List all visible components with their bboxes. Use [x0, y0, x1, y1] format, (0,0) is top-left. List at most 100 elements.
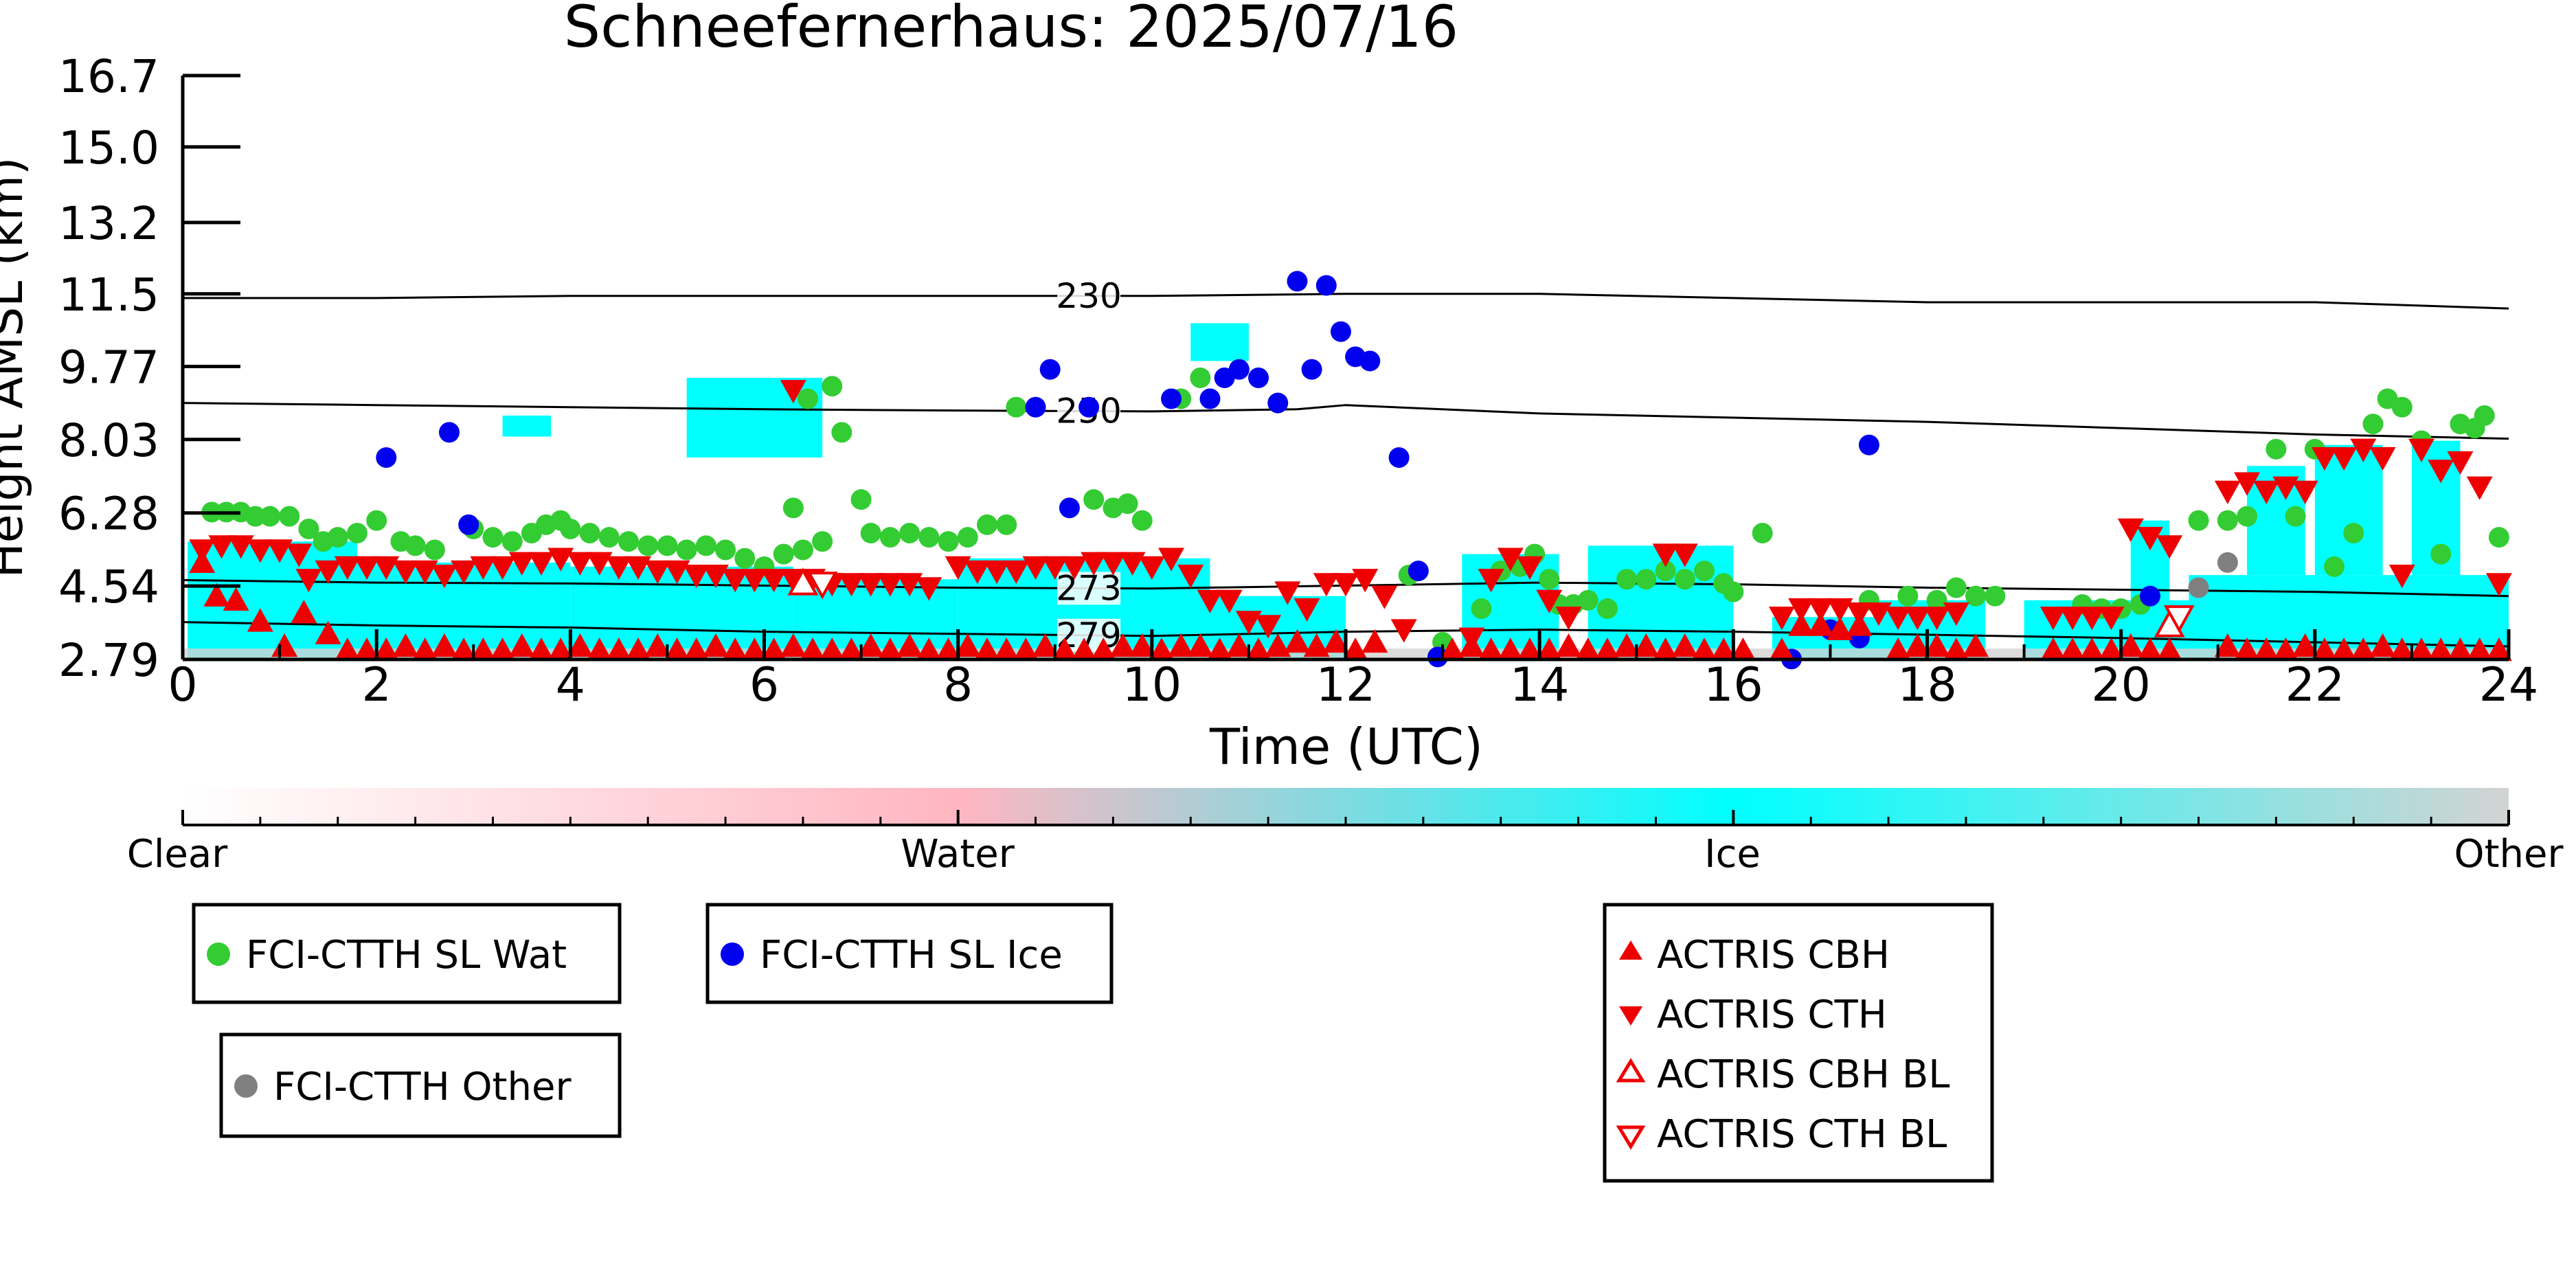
- point-actris-cbh: [586, 637, 613, 662]
- point-actris-cbh: [1885, 637, 1912, 662]
- point-actris-cth: [586, 552, 613, 576]
- x-tick-label: 24: [2479, 658, 2539, 712]
- point-fci-ctth-sl-wat: [1539, 569, 1560, 590]
- point-actris-cth: [1003, 560, 1030, 585]
- point-fci-ctth-sl-wat: [2237, 506, 2258, 527]
- point-actris-cbh: [1265, 633, 1291, 657]
- point-actris-cbh: [1555, 633, 1582, 657]
- point-fci-ctth-sl-wat: [482, 527, 504, 548]
- point-actris-cth: [916, 577, 942, 601]
- x-tick-label: 22: [2285, 658, 2345, 712]
- point-actris-cbh: [334, 637, 361, 662]
- point-actris-cbh: [993, 637, 1020, 662]
- point-actris-cth: [1671, 543, 1698, 567]
- point-actris-cbh: [605, 637, 632, 662]
- point-fci-ctth-sl-wat: [2266, 438, 2287, 460]
- point-fci-ctth-sl-ice: [1228, 359, 1250, 380]
- point-fci-ctth-sl-wat: [598, 527, 620, 548]
- point-actris-cth: [644, 560, 671, 585]
- point-actris-cbh: [1168, 633, 1195, 657]
- point-actris-cbh: [1148, 637, 1175, 662]
- point-actris-cth: [1652, 543, 1679, 567]
- point-fci-ctth-sl-wat: [579, 523, 600, 544]
- point-actris-cth: [1923, 607, 1950, 631]
- point-fci-ctth-sl-wat: [957, 527, 978, 548]
- colorbar-label-clear: Clear: [127, 832, 228, 877]
- point-actris-cth: [2272, 476, 2299, 500]
- point-actris-cth: [2098, 607, 2125, 631]
- y-tick-label: 9.77: [58, 341, 159, 394]
- point-fci-ctth-sl-wat: [1471, 598, 1492, 620]
- point-fci-ctth-sl-wat: [637, 535, 659, 556]
- point-actris-cth: [2059, 607, 2086, 631]
- point-actris-cbh: [819, 637, 846, 662]
- point-actris-cbh: [2214, 633, 2241, 657]
- axes: 0 2 4 6 8 10 12 14 16 18 20 22 24 2.794.546.288.039.…: [58, 50, 2538, 712]
- point-actris-cth: [1352, 569, 1379, 593]
- y-tick-label: 13.2: [58, 197, 159, 250]
- point-fci-ctth-sl-wat: [879, 527, 901, 548]
- point-fci-ctth-sl-wat: [2391, 396, 2413, 418]
- point-fci-ctth-sl-ice: [2139, 585, 2160, 607]
- isotherm-250: [182, 402, 2509, 440]
- point-fci-ctth-sl-wat: [1965, 585, 1987, 607]
- point-actris-cth: [1119, 552, 1146, 576]
- point-actris-cbh: [683, 637, 710, 662]
- y-tick-label: 4.54: [58, 561, 159, 613]
- point-actris-cbh: [1187, 633, 1214, 657]
- point-actris-cbh: [247, 608, 273, 632]
- point-actris-cth: [2311, 447, 2338, 471]
- point-actris-cth: [567, 552, 594, 576]
- point-actris-cbh: [1574, 637, 1601, 662]
- x-tick-label: 16: [1704, 658, 1763, 712]
- point-actris-cbh: [625, 637, 652, 662]
- point-fci-ctth-sl-wat: [976, 514, 997, 535]
- point-actris-cth: [2136, 526, 2163, 551]
- point-actris-cth: [964, 560, 991, 585]
- isotherm-label-bg: [1057, 279, 1121, 313]
- point-actris-cbh: [1652, 637, 1679, 662]
- point-actris-cbh: [1827, 616, 1853, 640]
- point-actris-cth: [683, 564, 710, 589]
- point-actris-cth: [334, 556, 361, 580]
- point-actris-cbh: [2447, 637, 2474, 662]
- point-actris-cth: [1255, 615, 1282, 639]
- point-fci-ctth-sl-wat: [2188, 510, 2209, 531]
- point-actris-cbh: [508, 633, 535, 657]
- point-actris-cth: [1081, 552, 1107, 576]
- point-actris-cbh: [1923, 633, 1950, 657]
- point-fci-ctth-sl-wat: [560, 518, 581, 539]
- point-fci-ctth-sl-wat: [1190, 367, 1211, 388]
- colorbar-ticks: [181, 810, 2510, 825]
- y-ticks: 2.79 4.54 6.28 8.03 9.77 11.5 13.2 15.0 16.7: [58, 50, 240, 687]
- point-actris-cth: [2331, 447, 2358, 471]
- point-actris-cbh: [2272, 637, 2299, 662]
- legend-swatch-other: [234, 1074, 258, 1098]
- legend-label-cth-bl: ACTRIS CTH BL: [1657, 1112, 1947, 1157]
- point-actris-cth: [1177, 564, 1204, 589]
- point-fci-ctth-sl-wat: [366, 510, 387, 531]
- isotherm-label-273: 273: [1056, 568, 1121, 608]
- point-fci-ctth-other: [2188, 577, 2209, 598]
- point-actris-cth: [1041, 556, 1068, 580]
- x-tick-label: 12: [1316, 658, 1376, 712]
- x-axis-label: Time (UTC): [1209, 718, 1483, 776]
- legend-swatch-cth-bl: [1616, 1125, 1646, 1150]
- point-fci-ctth-sl-ice: [1078, 396, 1100, 418]
- point-actris-cbh: [2079, 637, 2105, 662]
- point-actris-cbh: [664, 637, 690, 662]
- point-actris-cbh: [291, 600, 317, 624]
- point-actris-cbh: [1594, 637, 1620, 662]
- point-actris-cth: [286, 543, 313, 567]
- point-actris-cbh: [1051, 637, 1078, 662]
- point-actris-cbh: [1284, 629, 1311, 653]
- point-fci-ctth-sl-wat: [327, 527, 348, 548]
- point-actris-cbh: [547, 637, 574, 662]
- point-actris-cth: [2117, 518, 2144, 542]
- point-actris-cth: [1061, 556, 1087, 580]
- point-fci-ctth-sl-wat: [1694, 561, 1715, 582]
- point-actris-cth: [451, 560, 477, 585]
- point-actris-cth: [315, 560, 341, 585]
- point-fci-ctth-sl-wat: [996, 514, 1017, 535]
- point-actris-cbh: [203, 583, 230, 607]
